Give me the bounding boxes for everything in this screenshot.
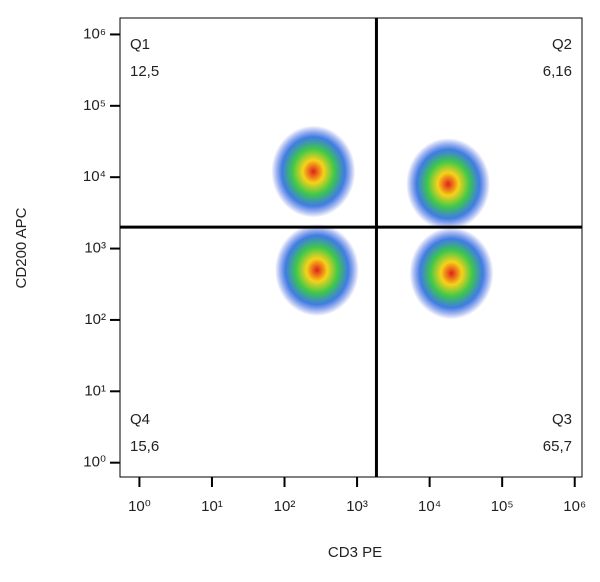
population xyxy=(274,224,359,317)
x-tick-label: 10⁵ xyxy=(491,498,514,515)
quadrant-name: Q3 xyxy=(552,411,572,428)
y-tick-label: 10⁴ xyxy=(83,168,106,185)
x-tick-label: 10⁰ xyxy=(128,498,151,515)
quadrant-percent: 15,6 xyxy=(130,438,159,455)
y-tick-label: 10³ xyxy=(84,240,106,257)
y-axis-label: CD200 APC xyxy=(13,207,30,288)
quadrant-percent: 65,7 xyxy=(543,438,572,455)
x-axis-label: CD3 PE xyxy=(328,544,382,561)
x-tick-label: 10³ xyxy=(346,498,368,515)
quadrant-name: Q2 xyxy=(552,36,572,53)
population xyxy=(406,138,491,231)
x-tick-label: 10² xyxy=(274,498,296,515)
y-tick-label: 10⁶ xyxy=(83,25,106,42)
quadrant-name: Q4 xyxy=(130,411,150,428)
x-tick-label: 10⁶ xyxy=(563,498,586,515)
y-tick-label: 10⁰ xyxy=(83,454,106,471)
x-tick-label: 10¹ xyxy=(201,498,223,515)
y-tick-label: 10⁵ xyxy=(83,97,106,114)
quadrant-percent: 12,5 xyxy=(130,63,159,80)
x-tick-label: 10⁴ xyxy=(418,498,441,515)
y-tick-label: 10¹ xyxy=(84,382,106,399)
population xyxy=(271,125,356,218)
quadrant-percent: 6,16 xyxy=(543,63,572,80)
plot-frame xyxy=(119,17,583,478)
quadrant-name: Q1 xyxy=(130,36,150,53)
y-tick-label: 10² xyxy=(84,311,106,328)
population xyxy=(409,227,494,320)
